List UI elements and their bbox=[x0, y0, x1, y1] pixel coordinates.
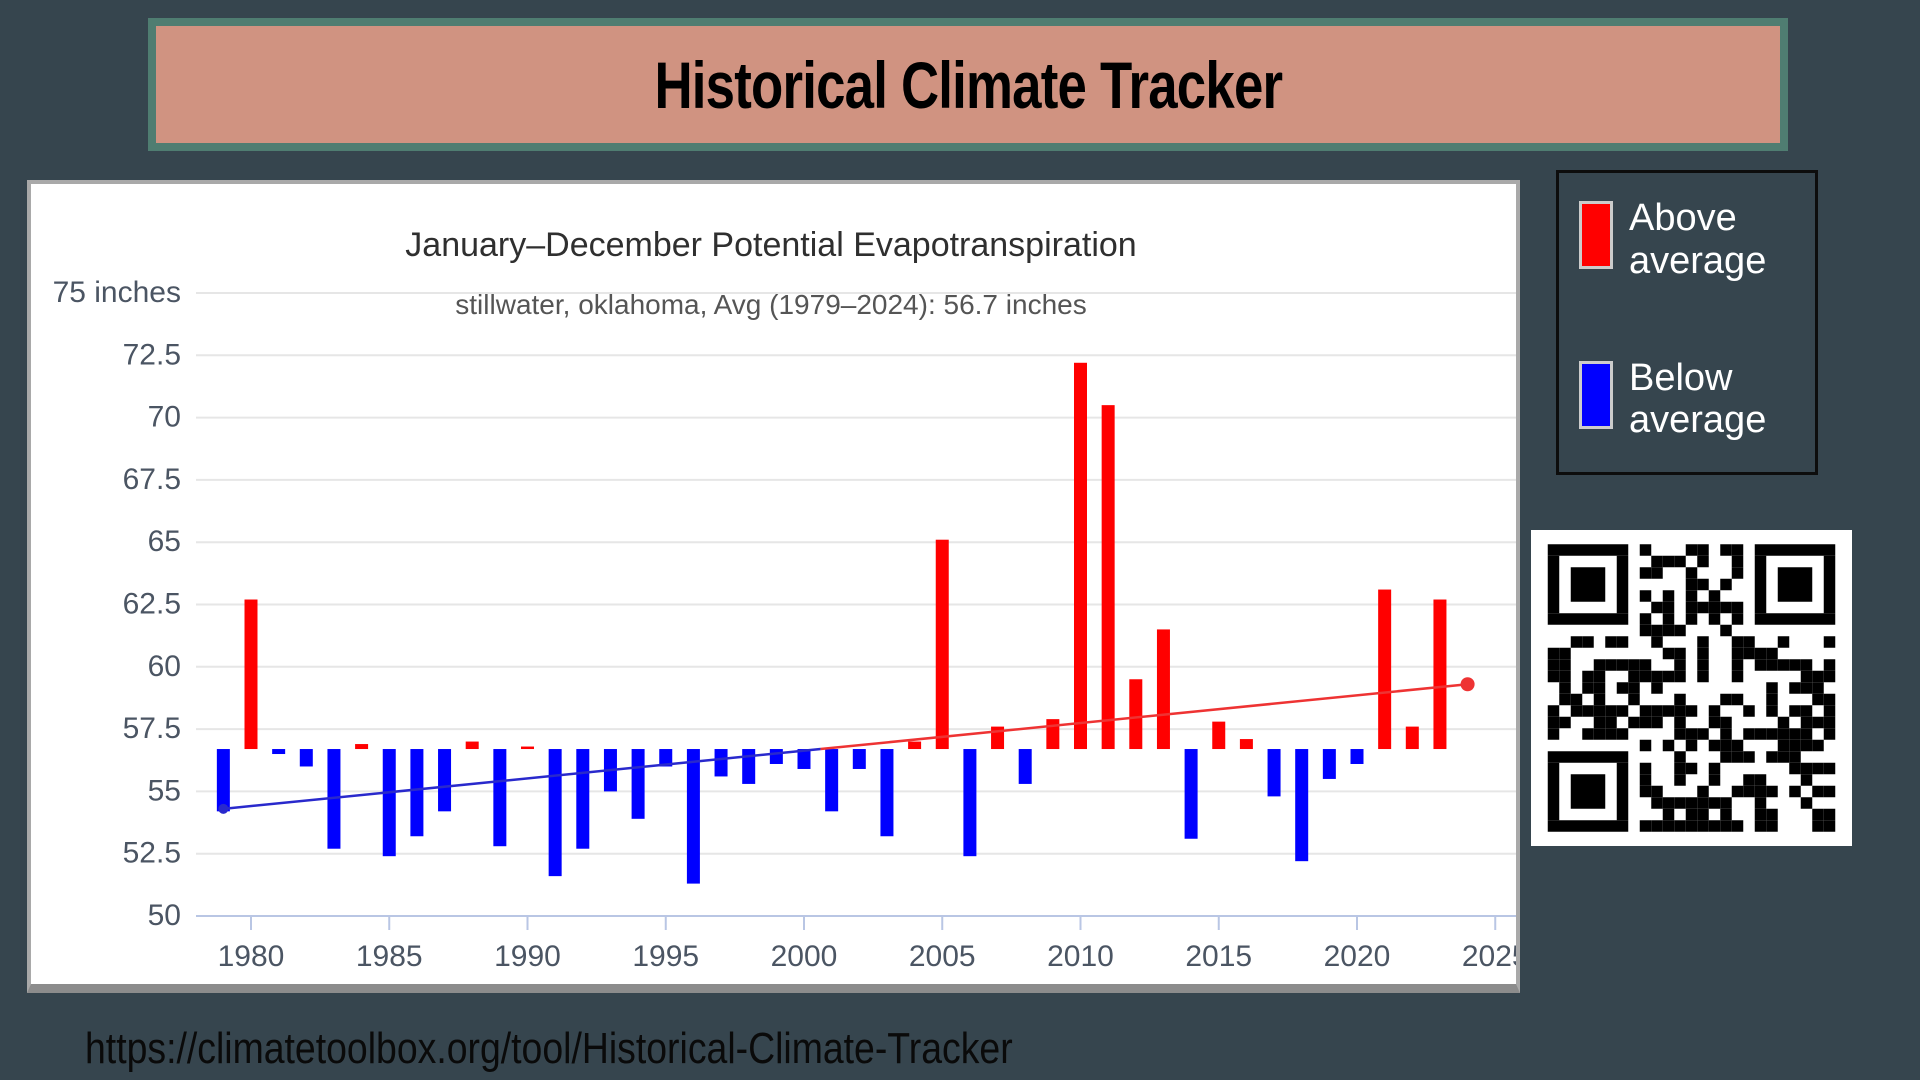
svg-text:stillwater, oklahoma, Avg (197: stillwater, oklahoma, Avg (1979–2024): 5… bbox=[455, 289, 1086, 320]
chart-legend: Above average Below average bbox=[1556, 170, 1818, 475]
chart-card: January–December Potential Evapotranspir… bbox=[27, 180, 1520, 993]
legend-label: Above average bbox=[1629, 197, 1767, 282]
svg-text:70: 70 bbox=[148, 401, 181, 434]
svg-text:52.5: 52.5 bbox=[123, 837, 181, 870]
page-title: Historical Climate Tracker bbox=[654, 47, 1283, 122]
legend-label: Below average bbox=[1629, 356, 1767, 442]
svg-text:57.5: 57.5 bbox=[123, 712, 181, 745]
svg-text:2015: 2015 bbox=[1185, 940, 1252, 973]
svg-text:1980: 1980 bbox=[218, 940, 285, 973]
svg-text:67.5: 67.5 bbox=[123, 463, 181, 496]
svg-text:2010: 2010 bbox=[1047, 940, 1114, 973]
svg-text:75 inches: 75 inches bbox=[53, 276, 181, 309]
svg-text:2020: 2020 bbox=[1324, 940, 1391, 973]
svg-text:January–December Potential Eva: January–December Potential Evapotranspir… bbox=[405, 226, 1136, 264]
svg-text:62.5: 62.5 bbox=[123, 588, 181, 621]
svg-text:2025: 2025 bbox=[1462, 940, 1516, 973]
below-average-swatch bbox=[1579, 360, 1613, 429]
svg-text:1990: 1990 bbox=[494, 940, 561, 973]
svg-text:2000: 2000 bbox=[771, 940, 838, 973]
svg-text:65: 65 bbox=[148, 525, 181, 558]
tool-url: https://climatetoolbox.org/tool/Historic… bbox=[85, 1024, 1013, 1073]
svg-text:60: 60 bbox=[148, 650, 181, 683]
svg-text:1995: 1995 bbox=[632, 940, 699, 973]
svg-text:72.5: 72.5 bbox=[123, 338, 181, 371]
qr-code-pattern bbox=[1547, 544, 1836, 832]
svg-text:2005: 2005 bbox=[909, 940, 976, 973]
svg-text:1985: 1985 bbox=[356, 940, 423, 973]
header-banner: Historical Climate Tracker bbox=[148, 18, 1788, 151]
svg-text:55: 55 bbox=[148, 774, 181, 807]
above-average-swatch bbox=[1579, 201, 1613, 269]
svg-text:50: 50 bbox=[148, 899, 181, 932]
evapotranspiration-bar-chart: January–December Potential Evapotranspir… bbox=[53, 226, 1516, 973]
qr-code bbox=[1531, 530, 1852, 846]
legend-item-below-average: Below average bbox=[1579, 357, 1801, 442]
legend-item-above-average: Above average bbox=[1579, 197, 1801, 282]
